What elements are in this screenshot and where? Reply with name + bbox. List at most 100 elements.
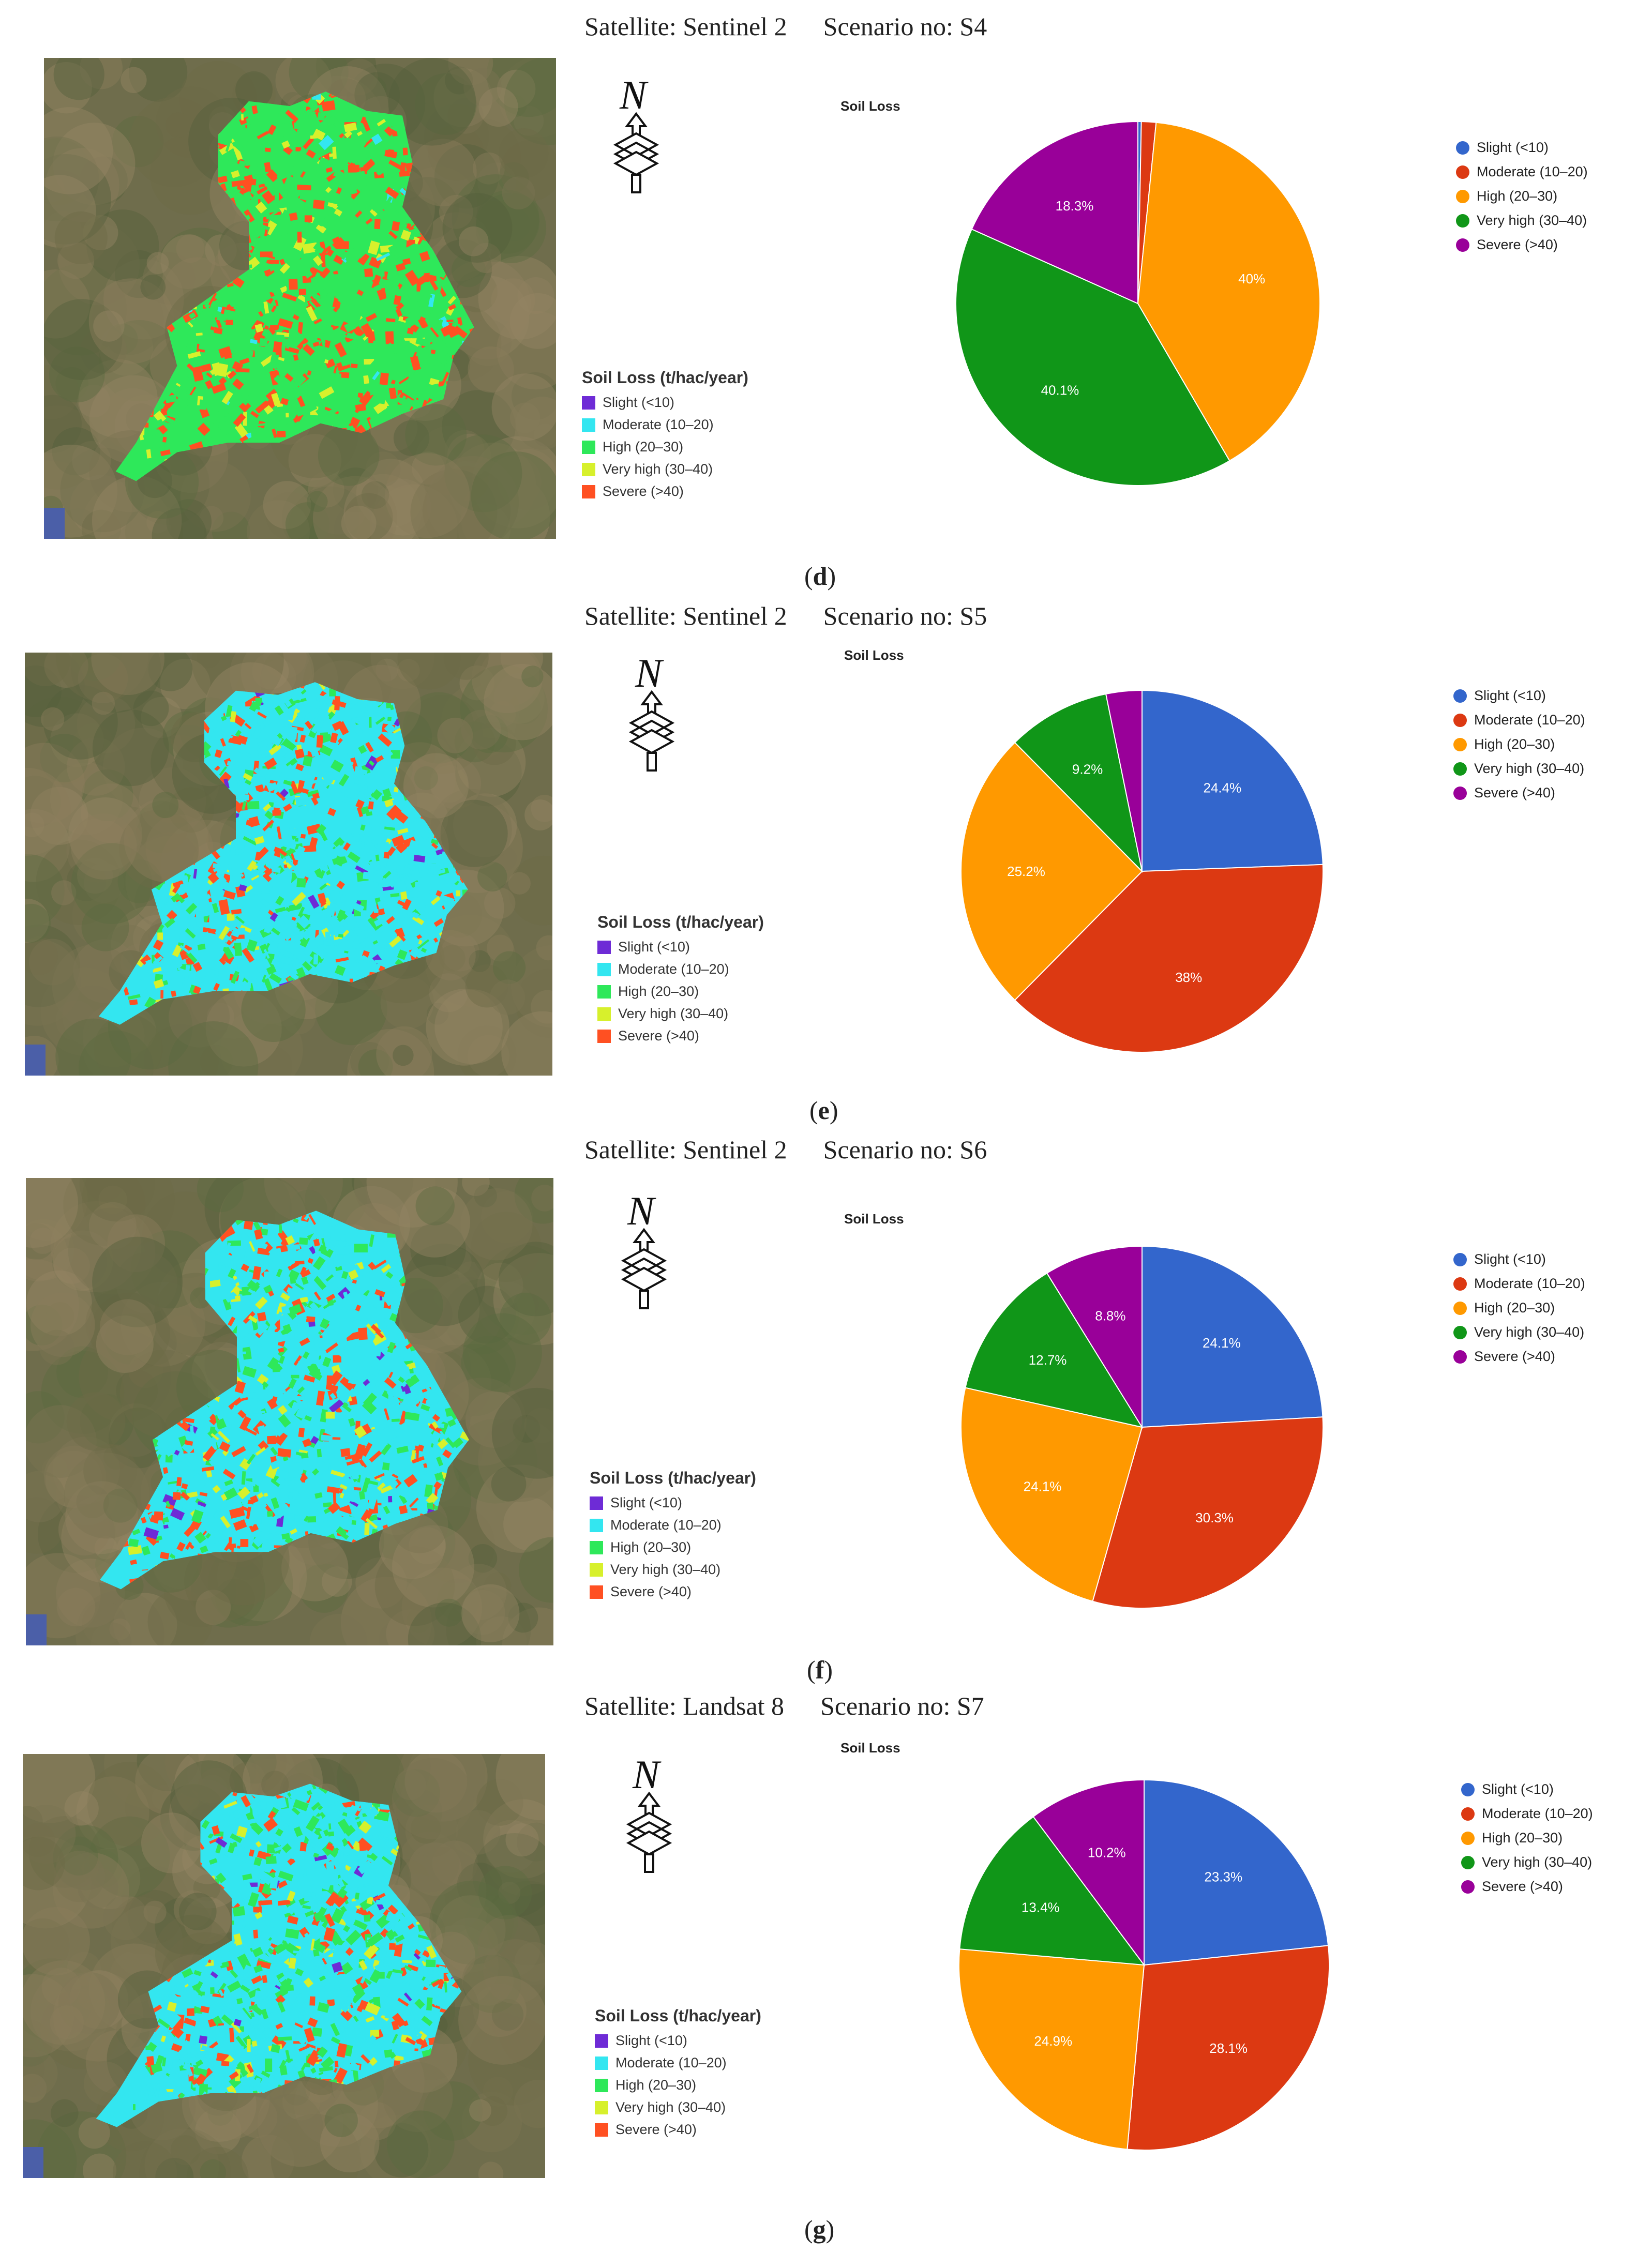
caption-letter: e xyxy=(818,1096,830,1125)
map-legend-label: Very high (30–40) xyxy=(618,1006,729,1021)
map-legend-label: Very high (30–40) xyxy=(610,1562,721,1577)
map-legend-label: Very high (30–40) xyxy=(615,2099,726,2115)
north-arrow-svg: N xyxy=(628,651,675,772)
map-legend-title: Soil Loss (t/hac/year) xyxy=(590,1469,756,1487)
map-legend-label: Slight (<10) xyxy=(615,2033,687,2048)
map-legend-swatch xyxy=(590,1518,603,1532)
map-legend-item: High (20–30) xyxy=(595,2074,761,2096)
pie-slice-label: 30.3% xyxy=(1195,1510,1234,1525)
map-legend-item: High (20–30) xyxy=(590,1536,756,1559)
pie-legend-item: Moderate (10–20) xyxy=(1453,708,1585,732)
map-legend-title: Soil Loss (t/hac/year) xyxy=(582,368,748,387)
map-legend-item: Moderate (10–20) xyxy=(590,1514,756,1536)
panel-caption: (e) xyxy=(809,1096,838,1125)
pie-legend-label: Severe (>40) xyxy=(1474,785,1555,800)
map-legend: Soil Loss (t/hac/year) Slight (<10) Moder… xyxy=(597,913,764,1047)
map-legend-item: Slight (<10) xyxy=(597,936,764,958)
pie-legend-label: High (20–30) xyxy=(1482,1830,1563,1846)
pie-title: Soil Loss xyxy=(844,647,904,663)
pie-legend-item: Very high (30–40) xyxy=(1456,208,1588,233)
pie-slice xyxy=(958,1948,1145,2150)
map-legend-swatch xyxy=(595,2123,608,2137)
map-legend-label: Slight (<10) xyxy=(618,939,690,955)
map-legend-item: Severe (>40) xyxy=(597,1025,764,1047)
pie-slice-label: 9.2% xyxy=(1072,761,1103,777)
map-legend-label: Slight (<10) xyxy=(610,1495,682,1510)
pie-slice-label: 13.4% xyxy=(1022,1900,1060,1915)
map-legend-item: Very high (30–40) xyxy=(597,1003,764,1025)
pie-slice xyxy=(955,228,1230,486)
pie-legend-marker xyxy=(1456,214,1469,228)
panel-heading: Satellite: Sentinel 2 Scenario no: S5 xyxy=(584,601,987,631)
pie-slice xyxy=(1127,1945,1330,2151)
pie-legend: Slight (<10) Moderate (10–20) High (20–30)… xyxy=(1461,1777,1593,1899)
pie-legend-marker xyxy=(1453,1252,1467,1266)
pie-legend-marker xyxy=(1456,238,1469,252)
map-legend-title: Soil Loss (t/hac/year) xyxy=(597,913,764,931)
map-legend-swatch xyxy=(590,1585,603,1599)
pie-slice xyxy=(1142,689,1324,872)
pie-slice xyxy=(1046,1245,1143,1429)
pie-legend-item: High (20–30) xyxy=(1453,1296,1585,1320)
pie-slice-label: 18.3% xyxy=(1056,198,1094,214)
map-legend-label: Moderate (10–20) xyxy=(610,1517,722,1533)
map-legend: Soil Loss (t/hac/year) Slight (<10) Moder… xyxy=(595,2006,761,2141)
pie-legend-item: Moderate (10–20) xyxy=(1461,1802,1593,1826)
map-legend-item: Severe (>40) xyxy=(590,1581,756,1603)
soil-loss-map xyxy=(25,653,552,1076)
pie-legend-marker xyxy=(1461,1807,1475,1821)
map-legend-swatch xyxy=(582,418,595,432)
map-legend-swatch xyxy=(597,1029,611,1043)
pie-legend-marker xyxy=(1456,189,1469,203)
panel-caption: (g) xyxy=(804,2215,835,2244)
map-legend-label: Severe (>40) xyxy=(603,483,684,499)
map-legend-swatch xyxy=(582,396,595,410)
map-legend-title: Soil Loss (t/hac/year) xyxy=(595,2006,761,2025)
pie-slice-label: 10.2% xyxy=(1088,1845,1126,1861)
pie-legend-label: Severe (>40) xyxy=(1474,1349,1555,1364)
map-legend-item: Slight (<10) xyxy=(582,391,748,414)
map-legend-item: High (20–30) xyxy=(582,436,748,458)
pie-slice-label: 12.7% xyxy=(1029,1352,1067,1368)
pie-legend: Slight (<10) Moderate (10–20) High (20–30)… xyxy=(1453,684,1585,805)
map-legend-item: Severe (>40) xyxy=(582,480,748,503)
pie-slice xyxy=(960,1387,1143,1602)
pie-slice xyxy=(1137,122,1320,462)
scenario-label: Scenario no: S4 xyxy=(823,12,987,41)
pie-legend-label: Slight (<10) xyxy=(1482,1781,1554,1797)
pie-legend-label: High (20–30) xyxy=(1474,736,1555,752)
map-legend-swatch xyxy=(582,440,595,454)
pie-legend-label: Moderate (10–20) xyxy=(1474,1276,1585,1291)
north-arrow-icon: N xyxy=(613,1752,685,1879)
north-arrow-svg: N xyxy=(626,1752,672,1873)
pie-legend-item: High (20–30) xyxy=(1461,1826,1593,1850)
map-legend-label: High (20–30) xyxy=(603,439,684,455)
map-legend-label: Slight (<10) xyxy=(603,395,674,410)
pie-legend-label: Slight (<10) xyxy=(1477,140,1549,155)
map-legend: Soil Loss (t/hac/year) Slight (<10) Moder… xyxy=(582,368,748,503)
pie-legend-label: Severe (>40) xyxy=(1482,1879,1563,1894)
pie-slice xyxy=(971,120,1138,305)
pie-slice xyxy=(1142,1245,1324,1428)
pie-title: Soil Loss xyxy=(844,1211,904,1227)
north-arrow-icon: N xyxy=(615,651,688,777)
pie-legend-item: Very high (30–40) xyxy=(1461,1850,1593,1874)
map-legend-label: Severe (>40) xyxy=(615,2122,697,2137)
pie-legend-label: Slight (<10) xyxy=(1474,1251,1546,1267)
pie-legend-label: Very high (30–40) xyxy=(1474,1324,1585,1340)
pie-legend-marker xyxy=(1456,141,1469,155)
pie-slice-label: 24.1% xyxy=(1203,1335,1241,1351)
pie-legend-label: Moderate (10–20) xyxy=(1477,164,1588,179)
pie-legend-label: Moderate (10–20) xyxy=(1474,712,1585,728)
north-arrow-icon: N xyxy=(600,72,672,199)
map-legend-label: Very high (30–40) xyxy=(603,461,713,477)
pie-legend-label: Slight (<10) xyxy=(1474,688,1546,703)
map-canvas xyxy=(25,653,552,1076)
map-canvas xyxy=(26,1178,553,1645)
pie-legend-label: Very high (30–40) xyxy=(1474,761,1585,776)
pie-slice xyxy=(1032,1779,1145,1967)
panel-caption: (d) xyxy=(804,562,836,591)
map-legend-swatch xyxy=(597,985,611,999)
map-legend-swatch xyxy=(595,2056,608,2070)
map-legend-item: Severe (>40) xyxy=(595,2119,761,2141)
